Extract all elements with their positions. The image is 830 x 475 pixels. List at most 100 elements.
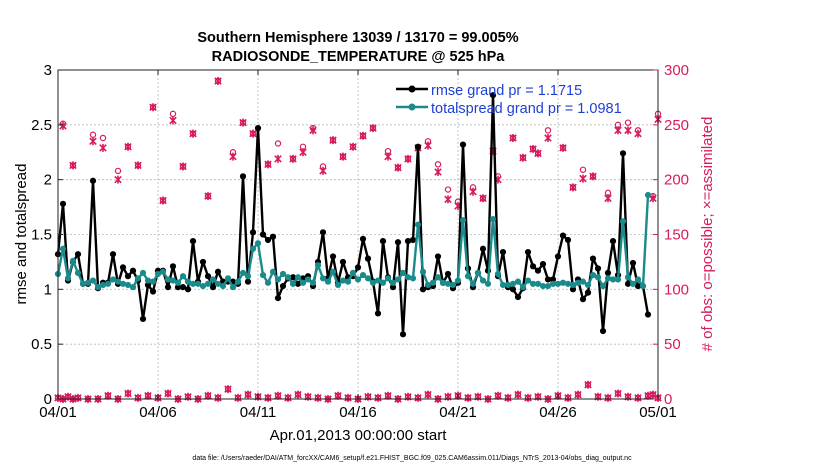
legend: rmse grand pr = 1.1715 totalspread grand…	[396, 83, 622, 117]
spread-point	[174, 279, 182, 286]
obs-assimilated-marker	[604, 393, 612, 402]
obs-assimilated-marker	[214, 76, 222, 85]
spread-point	[519, 284, 527, 291]
chart-title-line2: RADIOSONDE_TEMPERATURE @ 525 hPa	[212, 49, 506, 65]
spread-point	[164, 276, 172, 283]
spread-point	[179, 273, 187, 280]
y-tick-label-right: 50	[664, 336, 681, 353]
rmse-point	[419, 286, 427, 293]
spread-point	[344, 278, 352, 285]
spread-point	[479, 277, 487, 284]
rmse-point	[559, 232, 567, 239]
rmse-point	[609, 237, 617, 245]
rmse-point	[339, 258, 347, 266]
rmse-point	[379, 237, 387, 245]
spread-point	[529, 280, 537, 287]
spread-point	[139, 269, 147, 276]
spread-point	[149, 278, 157, 285]
obs-assimilated-marker	[319, 166, 327, 175]
rmse-point	[514, 293, 522, 301]
spread-point	[189, 280, 197, 287]
y-tick-label-right: 150	[664, 227, 689, 244]
spread-point	[579, 278, 587, 285]
spread-point	[129, 284, 137, 291]
spread-point	[444, 280, 452, 287]
spread-point	[469, 280, 477, 287]
x-tick-label: 04/26	[539, 404, 577, 421]
spread-point	[289, 280, 297, 287]
obs-assimilated-marker	[604, 194, 612, 203]
obs-assimilated-marker	[614, 126, 622, 135]
rmse-point	[199, 258, 207, 266]
rmse-point	[549, 276, 557, 283]
rmse-point	[604, 269, 612, 276]
spread-point	[419, 268, 427, 275]
spread-point	[464, 273, 472, 280]
obs-assimilated-marker	[329, 136, 337, 145]
rmse-point	[254, 125, 262, 132]
obs-assimilated-marker	[239, 118, 247, 127]
y-tick-label-right: 100	[664, 281, 689, 298]
spread-point	[154, 270, 162, 278]
rmse-point	[489, 92, 497, 99]
spread-point	[309, 279, 317, 286]
obs-assimilated-marker	[469, 187, 477, 196]
obs-assimilated-marker	[464, 393, 472, 402]
obs-assimilated-marker	[289, 154, 297, 163]
obs-assimilated-marker	[394, 163, 402, 172]
obs-assimilated-marker	[224, 385, 232, 394]
spread-point	[199, 282, 207, 290]
x-tick-label: 04/21	[439, 404, 477, 421]
y-axis-right-label: # of obs: o=possible; ×=assimilated	[699, 117, 716, 352]
rmse-point	[539, 261, 547, 268]
rmse-point	[374, 310, 382, 317]
rmse-point	[359, 235, 367, 242]
rmse-point	[434, 253, 442, 260]
obs-assimilated-marker	[494, 391, 502, 400]
obs-assimilated-marker	[164, 389, 172, 398]
rmse-point	[274, 295, 282, 302]
rmse-point	[354, 264, 362, 271]
spread-point	[144, 277, 152, 284]
rmse-point	[529, 263, 537, 270]
spread-point	[599, 282, 607, 290]
rmse-point	[174, 284, 182, 291]
spread-point	[554, 280, 562, 287]
legend-rmse-label: rmse grand pr = 1.1715	[431, 83, 582, 99]
obs-assimilated-marker	[299, 148, 307, 157]
y-tick-label-right: 300	[664, 62, 689, 79]
rmse-point	[409, 236, 417, 244]
obs-assimilated-marker	[244, 390, 252, 399]
spread-point	[74, 269, 82, 276]
rmse-point	[544, 276, 552, 283]
obs-assimilated-marker	[614, 389, 622, 398]
spread-point	[399, 269, 407, 276]
spread-point	[484, 280, 492, 287]
obs-possible-marker	[434, 161, 442, 168]
spread-point	[389, 279, 397, 286]
obs-assimilated-marker	[204, 391, 212, 400]
spread-point	[609, 276, 617, 283]
spread-point	[214, 280, 222, 287]
spread-point	[414, 221, 422, 228]
rmse-point	[554, 253, 562, 260]
y-tick-label-left: 2.5	[31, 117, 52, 134]
rmse-point	[644, 311, 652, 318]
rmse-point	[479, 245, 487, 252]
spread-point	[99, 281, 107, 289]
rmse-point	[634, 282, 642, 290]
spread-point	[349, 269, 357, 276]
obs-possible-marker	[99, 134, 107, 142]
spread-point	[594, 274, 602, 281]
spread-point	[369, 279, 377, 286]
spread-point	[249, 245, 257, 252]
obs-assimilated-marker	[404, 154, 412, 163]
obs-assimilated-marker	[424, 390, 432, 399]
rmse-point	[624, 280, 632, 287]
spread-point	[69, 257, 77, 264]
rmse-point	[144, 281, 152, 289]
spread-point	[279, 270, 287, 278]
rmse-point	[279, 282, 287, 290]
obs-assimilated-marker	[384, 391, 392, 400]
rmse-point	[109, 251, 117, 258]
